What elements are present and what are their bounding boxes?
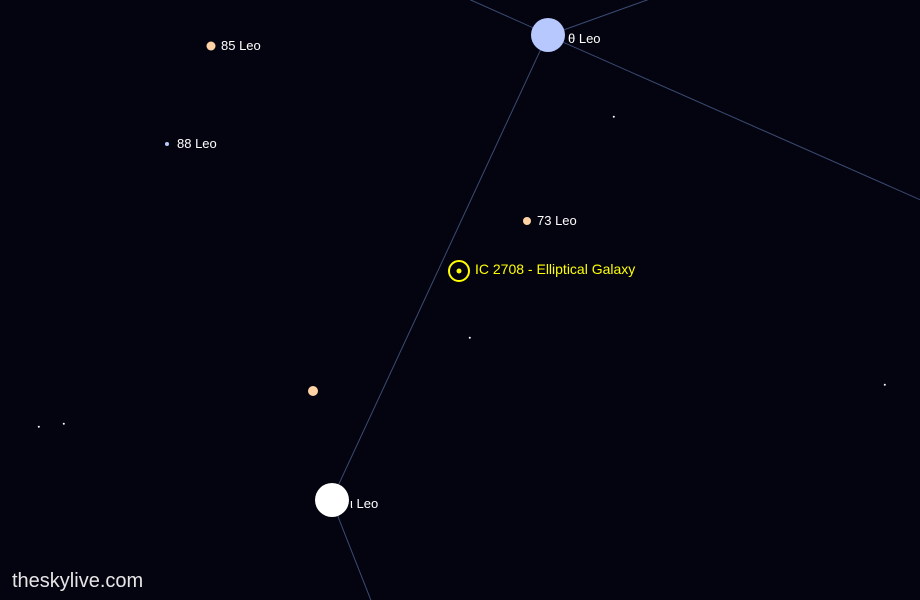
star-label-88_leo: 88 Leo [177, 136, 217, 151]
star-star_d [38, 426, 40, 428]
constellation-line [548, 35, 920, 231]
target-label: IC 2708 - Elliptical Galaxy [475, 261, 635, 277]
star-label-73_leo: 73 Leo [537, 213, 577, 228]
star-73_leo [523, 217, 531, 225]
target-dot [457, 269, 462, 274]
star-label-iota_leo: ι Leo [350, 496, 378, 511]
star-chart: θ Leo ι Leo 85 Leo 88 Leo 73 Leo IC 2708 - El… [0, 0, 920, 600]
star-label-85_leo: 85 Leo [221, 38, 261, 53]
star-88_leo [165, 142, 169, 146]
star-label-theta_leo: θ Leo [568, 31, 601, 46]
watermark: theskylive.com [12, 570, 143, 593]
star-iota_leo [315, 483, 349, 517]
star-star_a [308, 386, 318, 396]
star-theta_leo [531, 18, 565, 52]
star-star_e [63, 423, 65, 425]
star-star_f [884, 384, 886, 386]
star-star_b [613, 116, 615, 118]
constellation-line [335, 0, 548, 35]
star-85_leo [207, 42, 216, 51]
constellation-line [548, 0, 920, 36]
star-star_c [469, 337, 471, 339]
constellation-line [331, 500, 395, 600]
